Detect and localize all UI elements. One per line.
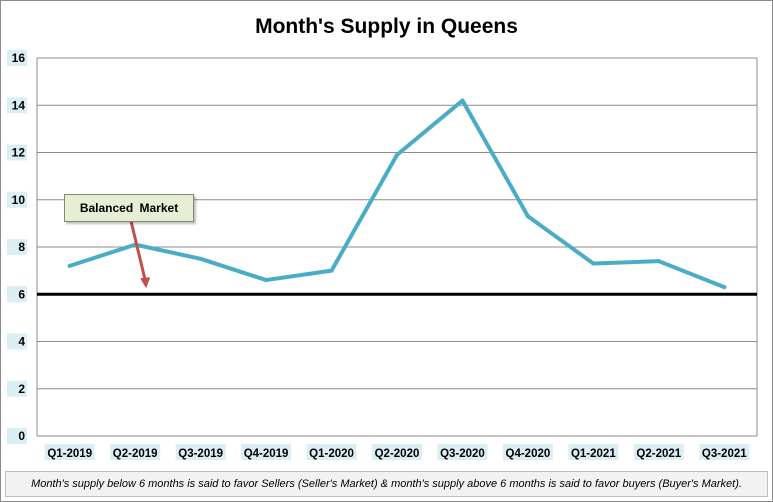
xtick-label-10: Q3-2021 [702, 448, 747, 460]
data-point-8 [591, 261, 596, 266]
xtick-label-9: Q2-2021 [636, 448, 681, 460]
ytick-label-2: 4 [18, 335, 25, 349]
ytick-bg-2 [7, 333, 27, 350]
xtick-label-6: Q3-2020 [440, 448, 485, 460]
data-point-5 [395, 152, 399, 157]
xtick-label-8: Q1-2021 [571, 448, 616, 460]
ytick-bg-6 [7, 144, 27, 161]
ytick-bg-5 [7, 191, 27, 208]
ytick-label-8: 16 [12, 51, 26, 65]
xtick-bg-8 [568, 444, 619, 460]
data-point-2 [198, 256, 203, 261]
ytick-label-0: 0 [18, 429, 25, 443]
callout-arrow-shaft [129, 220, 147, 281]
chart-title: Month's Supply in Queens [255, 15, 518, 38]
ytick-label-6: 12 [12, 146, 26, 160]
xtick-bg-6 [437, 444, 488, 460]
xtick-bg-10 [699, 444, 750, 460]
data-point-7 [525, 214, 530, 219]
ytick-label-1: 2 [18, 382, 25, 396]
callout-arrow-head [140, 277, 151, 289]
xtick-bg-7 [502, 444, 553, 460]
xtick-bg-2 [175, 444, 226, 460]
data-point-6 [460, 98, 465, 103]
ytick-label-3: 6 [18, 287, 25, 301]
ytick-bg-1 [7, 380, 27, 397]
xtick-bg-3 [241, 444, 292, 460]
xtick-bg-9 [633, 444, 684, 460]
xtick-label-7: Q4-2020 [506, 448, 551, 460]
ytick-bg-8 [7, 50, 27, 66]
xtick-bg-1 [110, 444, 161, 460]
ytick-bg-0 [7, 428, 27, 444]
data-point-4 [329, 268, 334, 273]
ytick-bg-7 [7, 97, 27, 114]
ytick-bg-4 [7, 239, 27, 255]
ytick-label-5: 10 [12, 193, 26, 207]
balanced-market-callout: Balanced Market [64, 194, 194, 222]
data-point-0 [67, 263, 72, 268]
xtick-label-5: Q2-2020 [375, 448, 420, 460]
xtick-label-3: Q4-2019 [244, 448, 289, 460]
xtick-bg-4 [306, 444, 357, 460]
xtick-bg-0 [44, 444, 95, 460]
data-point-10 [722, 285, 727, 290]
ytick-label-7: 14 [12, 98, 26, 112]
footnote: Month's supply below 6 months is said to… [5, 471, 768, 497]
ytick-label-4: 8 [18, 240, 25, 254]
xtick-bg-5 [372, 444, 422, 460]
xtick-label-2: Q3-2019 [178, 448, 223, 460]
xtick-label-0: Q1-2019 [47, 448, 92, 460]
xtick-label-1: Q2-2019 [113, 448, 158, 460]
xtick-label-4: Q1-2020 [309, 448, 354, 460]
ytick-bg-3 [7, 286, 27, 303]
data-point-3 [264, 278, 269, 283]
data-point-9 [656, 259, 661, 264]
